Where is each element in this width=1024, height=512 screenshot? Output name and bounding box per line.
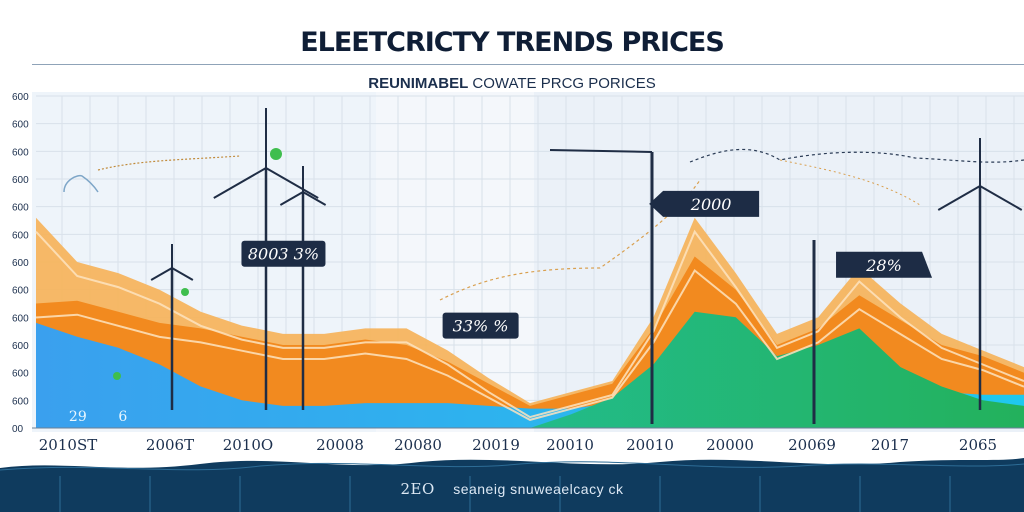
y-tick-label: 600: [12, 147, 29, 158]
green-leaf-dot: [270, 148, 282, 160]
turbine-blade: [979, 185, 1023, 211]
turbine-blade: [302, 191, 327, 206]
annotation-arrow-box: [649, 190, 760, 217]
wind-turbine-icon: [279, 166, 327, 410]
dotted-trend-branch: [779, 159, 921, 206]
x-tick-label: 2006T: [146, 436, 194, 454]
series-highlight-line: [35, 268, 1024, 421]
wind-turbine-icon: [150, 244, 194, 410]
y-tick-label: 00: [12, 424, 24, 435]
annotation-label: 2000: [649, 190, 760, 217]
y-tick-label: 600: [12, 396, 29, 407]
x-tick-label: 20069: [788, 436, 836, 454]
chart-title: ELEETCRICTY TRENDS PRICES: [300, 27, 725, 58]
x-tick-label: 20010: [546, 436, 594, 454]
annotation-label: 8003 3%: [241, 240, 326, 267]
x-tick-label: 20019: [472, 436, 520, 454]
dotted-trend-left: [97, 155, 241, 171]
annotation-label: 28%: [836, 251, 933, 278]
annotation-text: 2000: [690, 195, 732, 214]
y-tick-label: 600: [12, 120, 29, 131]
footer-caption: 2EO seaneig snuweaelcacy ck: [0, 480, 1024, 498]
x-tick-label: 2065: [959, 436, 997, 454]
x-tick-label: 20000: [706, 436, 754, 454]
pole-arm: [549, 149, 653, 153]
annotation-box: [442, 312, 519, 339]
y-tick-label: 600: [12, 313, 29, 324]
green-leaf-dot: [113, 372, 121, 380]
series-green-area: [36, 311, 1024, 428]
chart-series: [35, 217, 1024, 428]
x-tick-label: 2017: [871, 436, 909, 454]
y-tick-label: 600: [12, 92, 29, 103]
inline-data-label: 29: [69, 409, 87, 425]
x-tick-label: 20010: [626, 436, 674, 454]
turbine-blade: [279, 191, 304, 206]
annotation-text: 8003 3%: [248, 245, 319, 264]
inline-data-label: 6: [118, 409, 127, 425]
wave-line: [0, 461, 1024, 471]
x-tick-label: 2010O: [223, 436, 273, 454]
x-tick-label: 2010ST: [39, 436, 97, 454]
y-tick-label: 600: [12, 258, 29, 269]
wind-turbine-icon: [937, 138, 1023, 410]
green-leaf-dot: [181, 288, 189, 296]
chart-subtitle: REUNIMABEL COWATE PRCG PORICES: [0, 75, 1024, 92]
turbine-blade: [937, 185, 981, 211]
y-tick-label: 600: [12, 369, 29, 380]
annotation-label: 33% %: [442, 312, 519, 339]
annotation-box: [241, 240, 326, 267]
annotation-text: 33% %: [453, 317, 509, 336]
dotted-trend-right: [689, 148, 1024, 163]
y-tick-label: 600: [12, 286, 29, 297]
y-tick-label: 600: [12, 230, 29, 241]
x-tick-label: 20008: [316, 436, 364, 454]
series-highlight-line: [35, 229, 1024, 419]
decorations: [63, 108, 1024, 424]
wind-turbine-icon: [213, 108, 319, 410]
bottom-wave-band: [0, 458, 1024, 512]
wave-shape: [0, 458, 1024, 512]
annotation-text: 28%: [865, 256, 902, 275]
chart-annotations: 8003 3% 33% % 2000 28% 29 6: [69, 190, 933, 425]
footer-text: seaneig snuweaelcacy ck: [453, 481, 624, 497]
turbine-blade: [265, 167, 319, 199]
footer-number: 2EO: [400, 480, 435, 498]
x-tick-label: 20080: [394, 436, 442, 454]
y-tick-label: 600: [12, 175, 29, 186]
turbine-blade: [213, 167, 267, 199]
subtitle-rest: COWATE PRCG PORICES: [472, 75, 656, 92]
title-divider: [32, 64, 1024, 65]
y-tick-label: 600: [12, 341, 29, 352]
annotation-box: [836, 251, 933, 278]
y-tick-label: 600: [12, 203, 29, 214]
turbine-blade: [171, 267, 194, 281]
chart-axes: 600 600 600 600 600 600 600 600 600 600 600 600 00 20…: [12, 92, 1024, 454]
subtitle-bold: REUNIMABEL: [368, 75, 469, 92]
turbine-blade: [150, 267, 173, 281]
leaf-icon: [63, 174, 99, 193]
